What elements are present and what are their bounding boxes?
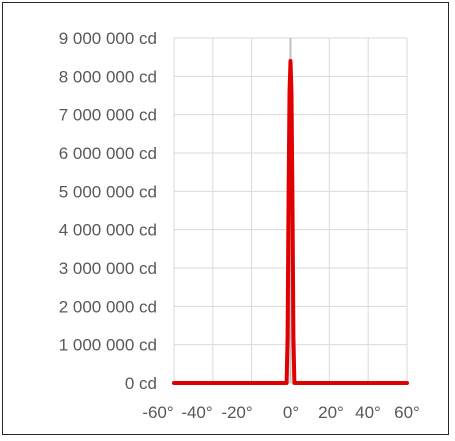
x-tick-label: -40° — [181, 403, 212, 422]
x-tick-label: 40° — [355, 403, 381, 422]
y-tick-label: 3 000 000 cd — [59, 259, 157, 278]
y-tick-label: 0 cd — [125, 374, 157, 393]
y-axis-ticks: 0 cd 1 000 000 cd 2 000 000 cd 3 000 000 cd… — [59, 29, 157, 393]
x-tick-label: 60° — [394, 403, 420, 422]
x-tick-label: -20° — [221, 403, 252, 422]
x-axis-ticks: -60° -40° -20° 0° 20° 40° 60° — [142, 403, 420, 422]
y-tick-label: 1 000 000 cd — [59, 336, 157, 355]
x-tick-label: 0° — [283, 403, 299, 422]
y-tick-label: 5 000 000 cd — [59, 182, 157, 201]
y-tick-label: 7 000 000 cd — [59, 106, 157, 125]
y-tick-label: 8 000 000 cd — [59, 67, 157, 86]
y-tick-label: 9 000 000 cd — [59, 29, 157, 48]
series-layer — [172, 59, 409, 385]
x-tick-label: -60° — [142, 403, 173, 422]
chart-frame — [2, 2, 449, 435]
x-tick-label: 20° — [318, 403, 344, 422]
y-tick-label: 6 000 000 cd — [59, 144, 157, 163]
y-tick-label: 2 000 000 cd — [59, 297, 157, 316]
y-tick-label: 4 000 000 cd — [59, 221, 157, 240]
